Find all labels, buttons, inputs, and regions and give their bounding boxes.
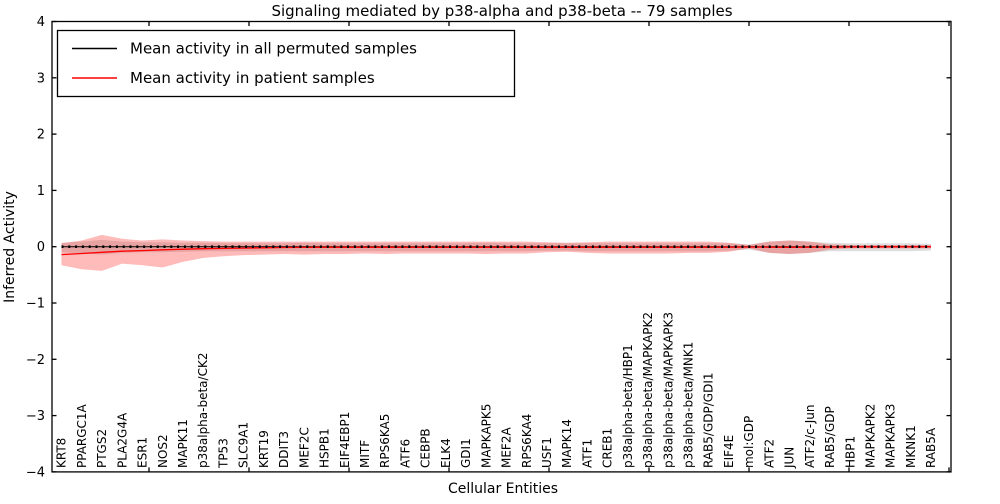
chart-title: Signaling mediated by p38-alpha and p38-…: [271, 2, 732, 20]
x-tick-label: mol:GDP: [742, 416, 756, 468]
x-tick-label: RPS6KA5: [378, 414, 392, 468]
x-tick-label: ELK4: [439, 438, 453, 468]
series-lines-layer: [61, 245, 932, 256]
y-tick-label: 0: [37, 240, 45, 255]
x-tick-label: MAPKAPK5: [479, 404, 493, 468]
legend: Mean activity in all permuted samples Me…: [56, 29, 516, 98]
x-tick-label: HSPB1: [318, 428, 332, 468]
axes-layer: 4 3 2 1 0 −1 −2 −3 −4: [26, 15, 952, 480]
x-tick-label: USF1: [540, 437, 554, 468]
x-tick-label: ATF2: [762, 439, 776, 468]
x-tick-label: MKNK1: [904, 425, 918, 468]
x-tick-label: CREB1: [601, 428, 615, 468]
x-tick-label: SLC9A1: [237, 422, 251, 468]
x-tick-label: TP53: [216, 438, 230, 469]
x-tick-label: PTGS2: [95, 429, 109, 468]
y-tick-label: 3: [37, 71, 45, 86]
x-tick-label: CEBPB: [419, 428, 433, 468]
y-tick-label: −1: [26, 297, 45, 312]
y-tick-label: 2: [37, 128, 45, 143]
x-tick-label: MEF2A: [500, 427, 514, 468]
x-tick-label: MAPK11: [176, 419, 190, 468]
x-tick-label: KRT8: [55, 438, 69, 468]
x-tick-label: p38alpha-beta/CK2: [196, 353, 210, 468]
x-tick-label: ATF2/c-Jun: [803, 404, 817, 468]
legend-box: [56, 29, 516, 98]
x-tick-label: GDI1: [459, 438, 473, 468]
x-tick-label: p38alpha-beta/HBP1: [621, 344, 635, 468]
x-tick-label: KRT19: [257, 430, 271, 468]
x-tick-label: PLA2G4A: [115, 412, 129, 468]
y-tick-label: 1: [37, 184, 45, 199]
x-tick-label: p38alpha-beta/MAPKAPK3: [661, 312, 675, 468]
x-axis-label: Cellular Entities: [448, 481, 558, 497]
x-tick-label: ATF6: [398, 439, 412, 468]
x-tick-label: MAPKAPK3: [884, 404, 898, 468]
legend-label-patient: Mean activity in patient samples: [130, 69, 375, 87]
x-tick-label: ESR1: [136, 437, 150, 468]
patient-mean-line: [61, 246, 932, 256]
x-tick-label: MAPKAPK2: [864, 404, 878, 468]
y-axis-label: Inferred Activity: [2, 191, 18, 303]
x-tick-label: RAB5A: [924, 427, 938, 468]
y-tick-label: 4: [37, 15, 45, 30]
x-tick-label: ATF1: [580, 439, 594, 468]
x-tick-label: PPARGC1A: [75, 403, 89, 468]
x-tick-label: EIF4E: [722, 435, 736, 468]
confidence-bands-layer: [61, 234, 931, 271]
x-tick-label: RPS6KA4: [520, 414, 534, 468]
x-tick-label: RAB5/GDP/GDI1: [702, 372, 716, 468]
x-tick-label: RAB5/GDP: [823, 406, 837, 468]
x-tick-label: MAPK14: [560, 419, 574, 468]
x-tick-label: HBP1: [843, 436, 857, 468]
x-tick-label: MITF: [358, 440, 372, 468]
x-tick-label: p38alpha-beta/MAPKAPK2: [641, 312, 655, 468]
y-tick-label: −4: [26, 465, 45, 480]
x-tick-label: p38alpha-beta/MNK1: [682, 342, 696, 468]
legend-label-permuted: Mean activity in all permuted samples: [130, 40, 417, 58]
x-tick-label: EIF4EBP1: [338, 412, 352, 468]
x-tick-label: DDIT3: [277, 431, 291, 468]
y-tick-label: −3: [26, 409, 45, 424]
x-tick-labels-layer: KRT8 PPARGC1A PTGS2 PLA2G4A ESR1 NOS2 MAPK11 p3…: [55, 312, 938, 469]
y-tick-label: −2: [26, 353, 45, 368]
x-tick-label: NOS2: [156, 434, 170, 468]
x-tick-label: MEF2C: [297, 427, 311, 468]
x-tick-label: JUN: [783, 447, 797, 469]
patient-std-band: [61, 234, 931, 271]
